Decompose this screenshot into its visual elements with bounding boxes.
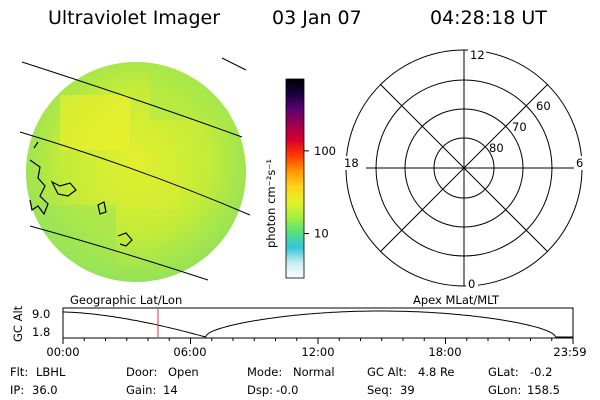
status-flt-key: Flt: — [10, 365, 28, 379]
earth-image — [19, 57, 251, 282]
status-gcalt-value: 4.8 Re — [418, 365, 455, 379]
status-gcalt-key: GC Alt: — [367, 365, 407, 379]
mlat-label-70: 70 — [512, 120, 527, 134]
timeline-left-label: Geographic Lat/Lon — [70, 293, 182, 307]
mlt-label-0: 0 — [468, 277, 475, 291]
status-gain-key: Gain: — [126, 383, 156, 397]
date-label: 03 Jan 07 — [272, 7, 362, 29]
status-glat-key: GLat: — [488, 365, 519, 379]
colorbar-tick-label-10: 10 — [314, 227, 329, 241]
time-label: 04:28:18 UT — [430, 7, 547, 29]
status-flt-value: LBHL — [36, 365, 66, 379]
gc-alt-axis-title: GC Alt — [11, 305, 25, 342]
colorbar-unit-label: photon cm⁻²s⁻¹ — [264, 159, 278, 248]
time-tick-2359: 23:59 — [553, 345, 586, 359]
mlat-label-60: 60 — [536, 99, 551, 113]
status-mode-key: Mode: — [247, 365, 282, 379]
colorbar: 10 100 photon cm⁻²s⁻¹ — [264, 78, 336, 279]
mlt-label-18: 18 — [344, 156, 359, 170]
gc-alt-tick-1-8: 1.8 — [32, 325, 50, 339]
timeline-frame — [62, 307, 574, 339]
status-mode-value: Normal — [293, 365, 335, 379]
status-door-key: Door: — [126, 365, 157, 379]
lat-lon-grid-lines — [19, 57, 251, 281]
polar-diagonal-2 — [379, 83, 549, 253]
status-glon-value: 158.5 — [527, 383, 560, 397]
status-dsp-key: Dsp: — [247, 383, 273, 397]
timeline-panel: Geographic Lat/Lon Apex MLat/MLT GC Alt … — [11, 293, 587, 359]
coastline — [29, 141, 133, 247]
instrument-title: Ultraviolet Imager — [48, 7, 220, 29]
status-glon-key: GLon: — [488, 383, 521, 397]
status-ip-key: IP: — [10, 383, 24, 397]
status-ip-value: 36.0 — [32, 383, 58, 397]
colorbar-fill — [285, 78, 305, 279]
time-tick-1800: 18:00 — [428, 345, 461, 359]
mlt-label-6: 6 — [576, 156, 583, 170]
altitude-curve — [63, 310, 573, 338]
polar-grid — [345, 49, 583, 287]
status-door-value: Open — [168, 365, 199, 379]
time-tick-1200: 12:00 — [301, 345, 334, 359]
status-seq-value: 39 — [400, 383, 415, 397]
time-tick-0000: 00:00 — [46, 345, 79, 359]
mlt-label-12: 12 — [470, 48, 485, 62]
colorbar-ticks: 10 100 — [304, 144, 336, 241]
status-seq-key: Seq: — [367, 383, 393, 397]
colorbar-tick-label-100: 100 — [314, 144, 336, 158]
timeline-x-ticks — [62, 338, 574, 344]
status-panel: Flt: LBHL Door: Open Mode: Normal GC Alt… — [10, 365, 560, 397]
status-gain-value: 14 — [163, 383, 178, 397]
gc-alt-tick-9: 9.0 — [32, 307, 50, 321]
mlat-label-80: 80 — [489, 141, 504, 155]
status-dsp-value: -0.0 — [276, 383, 298, 397]
timeline-right-label: Apex MLat/MLT — [413, 293, 500, 307]
time-tick-0600: 06:00 — [173, 345, 206, 359]
status-glat-value: -0.2 — [530, 365, 552, 379]
